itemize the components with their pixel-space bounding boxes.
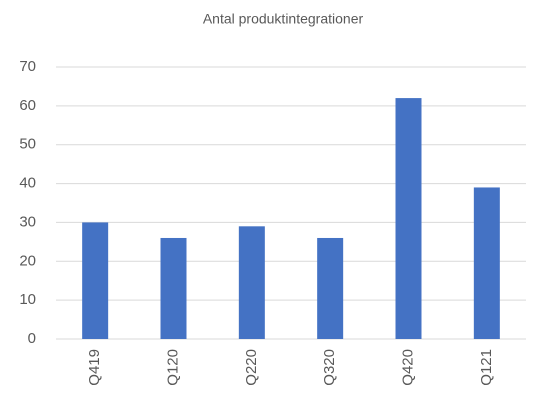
- x-tick-label: Q120: [164, 349, 181, 386]
- bar: [317, 237, 344, 339]
- x-tick-label: Q320: [321, 349, 338, 386]
- x-tick-label: Q220: [243, 349, 260, 386]
- bar: [238, 226, 265, 339]
- x-tick-label: Q121: [478, 349, 495, 386]
- y-tick-label: 0: [28, 330, 36, 347]
- chart-title: Antal produktintegrationer: [203, 11, 364, 27]
- y-tick-label: 60: [19, 97, 36, 114]
- bar: [160, 237, 187, 339]
- bar: [82, 222, 109, 339]
- x-tick-label: Q419: [86, 349, 103, 386]
- y-tick-label: 30: [19, 213, 36, 230]
- x-tick-label: Q420: [399, 349, 416, 386]
- y-tick-label: 70: [19, 58, 36, 75]
- y-tick-label: 20: [19, 252, 36, 269]
- y-tick-label: 10: [19, 291, 36, 308]
- y-tick-label: 40: [19, 175, 36, 192]
- bar: [395, 98, 422, 339]
- bar: [473, 187, 500, 339]
- y-tick-label: 50: [19, 136, 36, 153]
